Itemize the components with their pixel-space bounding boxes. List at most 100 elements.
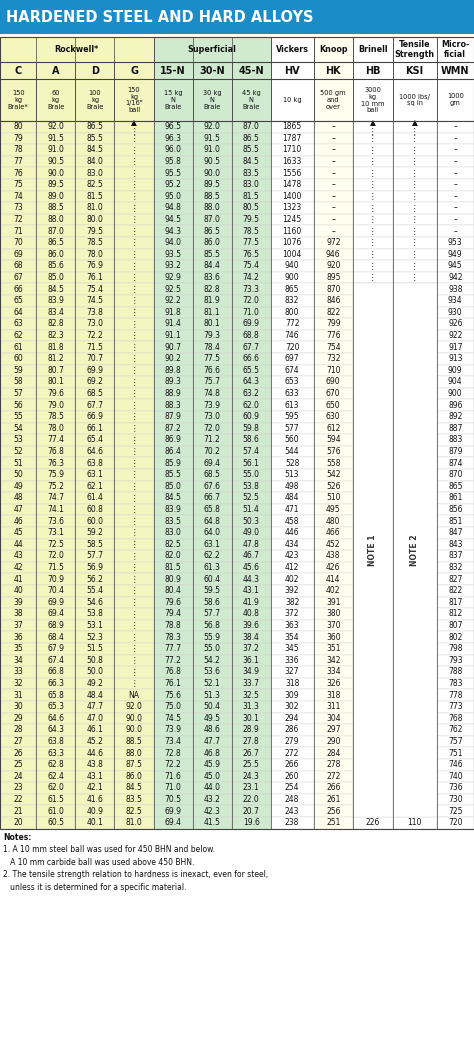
Bar xyxy=(36,260,75,271)
Bar xyxy=(75,399,115,411)
Text: 57.4: 57.4 xyxy=(243,447,260,456)
Bar xyxy=(437,527,474,539)
Text: 58.6: 58.6 xyxy=(243,436,260,444)
Text: 10 kg: 10 kg xyxy=(283,97,301,103)
Text: 812: 812 xyxy=(448,610,463,618)
Text: 90.5: 90.5 xyxy=(204,157,220,166)
Text: 746: 746 xyxy=(448,760,463,769)
Bar xyxy=(36,690,75,701)
Text: 740: 740 xyxy=(448,772,463,781)
Text: –: – xyxy=(453,157,457,166)
Text: 484: 484 xyxy=(285,494,300,502)
Bar xyxy=(353,191,392,202)
Bar xyxy=(192,655,232,667)
Text: –: – xyxy=(453,169,457,178)
Bar xyxy=(271,631,313,643)
Bar xyxy=(232,214,271,225)
Text: 75.9: 75.9 xyxy=(47,471,64,479)
Bar xyxy=(115,191,154,202)
Bar xyxy=(154,271,192,283)
Text: 560: 560 xyxy=(285,436,300,444)
Bar xyxy=(0,353,36,365)
Bar xyxy=(437,411,474,422)
Bar xyxy=(0,457,36,470)
Text: 953: 953 xyxy=(448,238,463,247)
Text: 42: 42 xyxy=(13,563,23,572)
Text: 674: 674 xyxy=(285,366,300,375)
Bar xyxy=(154,516,192,527)
Bar xyxy=(271,79,313,121)
Bar xyxy=(313,701,353,713)
Text: ⋮: ⋮ xyxy=(130,262,138,270)
Bar xyxy=(0,133,36,145)
Bar xyxy=(232,550,271,562)
Bar xyxy=(115,608,154,619)
Bar xyxy=(75,422,115,434)
Bar xyxy=(232,470,271,481)
Bar xyxy=(232,191,271,202)
Text: 46.8: 46.8 xyxy=(204,748,220,758)
Bar xyxy=(271,121,313,133)
Text: 843: 843 xyxy=(448,540,463,549)
Bar xyxy=(36,736,75,747)
Bar xyxy=(0,237,36,248)
Text: 822: 822 xyxy=(326,308,340,316)
Bar xyxy=(392,133,437,145)
Text: 94.3: 94.3 xyxy=(164,226,182,236)
Bar xyxy=(392,156,437,168)
Bar xyxy=(36,608,75,619)
Text: 76: 76 xyxy=(13,169,23,178)
Bar xyxy=(154,539,192,550)
Text: 60: 60 xyxy=(13,354,23,364)
Bar xyxy=(36,248,75,260)
Text: ⋮: ⋮ xyxy=(411,157,419,166)
Bar xyxy=(271,283,313,294)
Text: ⋮: ⋮ xyxy=(130,249,138,259)
Bar xyxy=(353,411,392,422)
Bar xyxy=(313,79,353,121)
Text: 81.0: 81.0 xyxy=(126,818,142,827)
Text: 81.0: 81.0 xyxy=(87,203,103,213)
Bar xyxy=(192,365,232,376)
Bar xyxy=(232,365,271,376)
Bar xyxy=(0,179,36,191)
Bar xyxy=(36,527,75,539)
Text: 513: 513 xyxy=(285,471,300,479)
Text: 36: 36 xyxy=(13,633,23,641)
Bar xyxy=(36,294,75,307)
Bar xyxy=(313,145,353,156)
Bar xyxy=(192,248,232,260)
Bar xyxy=(271,770,313,782)
Text: 31.3: 31.3 xyxy=(243,702,260,712)
Bar xyxy=(437,736,474,747)
Text: 62.0: 62.0 xyxy=(47,784,64,792)
Bar xyxy=(75,493,115,504)
Bar xyxy=(154,481,192,493)
Text: 68.9: 68.9 xyxy=(47,621,64,630)
Text: 861: 861 xyxy=(448,494,463,502)
Bar xyxy=(0,608,36,619)
Bar xyxy=(353,481,392,493)
Bar xyxy=(313,550,353,562)
Bar xyxy=(115,237,154,248)
Text: NOTE 1: NOTE 1 xyxy=(368,534,377,566)
Bar xyxy=(75,225,115,237)
Bar xyxy=(36,145,75,156)
Bar xyxy=(392,631,437,643)
Bar xyxy=(232,643,271,655)
Text: 70.4: 70.4 xyxy=(47,586,64,595)
Bar xyxy=(232,678,271,690)
Text: 28: 28 xyxy=(13,725,23,735)
Text: 79.5: 79.5 xyxy=(243,215,260,224)
Bar xyxy=(232,271,271,283)
Text: unless it is determined for a specific material.: unless it is determined for a specific m… xyxy=(3,882,186,892)
Bar xyxy=(192,504,232,516)
Bar xyxy=(36,619,75,631)
Bar xyxy=(36,678,75,690)
Text: 86.0: 86.0 xyxy=(47,249,64,259)
Text: 88.0: 88.0 xyxy=(204,203,220,213)
Text: Notes:: Notes: xyxy=(3,832,31,842)
Text: ⋮: ⋮ xyxy=(130,668,138,677)
Bar xyxy=(192,225,232,237)
Text: ⋮: ⋮ xyxy=(130,621,138,630)
